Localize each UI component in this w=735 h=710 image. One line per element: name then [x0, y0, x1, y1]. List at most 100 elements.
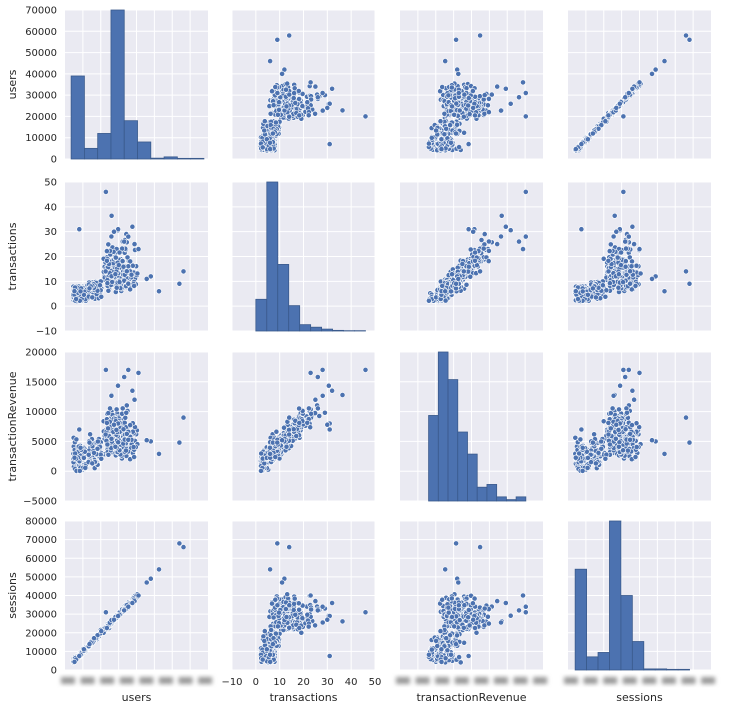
- scatter-point: [143, 579, 150, 586]
- scatter-point: [134, 270, 141, 277]
- scatter-point: [105, 425, 111, 432]
- scatter-point: [321, 409, 328, 416]
- scatter-point: [86, 439, 93, 446]
- scatter-point: [442, 58, 449, 64]
- scatter-point: [453, 130, 459, 137]
- scatter-point: [441, 131, 448, 138]
- scatter-point: [481, 92, 488, 98]
- scatter-point: [269, 130, 276, 137]
- scatter-point: [87, 431, 93, 438]
- scatter-point: [339, 392, 346, 398]
- scatter-point: [451, 111, 458, 118]
- scatter-point: [104, 248, 110, 254]
- scatter-point: [156, 566, 162, 573]
- scatter-point: [312, 396, 319, 403]
- scatter-point: [590, 285, 596, 292]
- scatter-point: [73, 296, 79, 302]
- scatter-point: [308, 410, 314, 417]
- scatter-point: [305, 623, 312, 630]
- scatter-point: [485, 96, 492, 102]
- scatter-point: [267, 444, 273, 451]
- scatter-point: [274, 111, 281, 118]
- scatter-point: [104, 280, 111, 287]
- scatter-point: [636, 79, 643, 86]
- scatter-point: [129, 600, 136, 606]
- scatter-point: [438, 146, 445, 152]
- scatter-point: [258, 450, 265, 457]
- scatter-point: [111, 228, 117, 235]
- scatter-point: [507, 100, 514, 107]
- scatter-point: [485, 109, 492, 115]
- scatter-point: [481, 231, 488, 237]
- scatter-point: [461, 91, 468, 98]
- panel-transactionRevenue-vs-sessions: [568, 351, 711, 502]
- scatter-point: [276, 107, 282, 113]
- scatter-point: [622, 426, 629, 433]
- panel-users-vs-users: [65, 9, 208, 160]
- scatter-point: [267, 58, 273, 64]
- scatter-point: [305, 405, 312, 412]
- scatter-point: [629, 223, 636, 230]
- scatter-point: [615, 284, 622, 291]
- scatter-point: [637, 270, 644, 277]
- histogram-bar: [457, 431, 468, 502]
- scatter-point: [176, 540, 183, 547]
- scatter-point: [498, 233, 504, 240]
- scatter-point: [95, 438, 101, 445]
- scatter-point: [129, 223, 136, 230]
- scatter-point: [180, 414, 187, 421]
- histogram-bar: [428, 415, 439, 502]
- scatter-point: [77, 288, 84, 295]
- scatter-point: [625, 233, 632, 240]
- scatter-point: [89, 460, 96, 467]
- scatter-point: [455, 71, 462, 77]
- scatter-point: [448, 288, 454, 295]
- scatter-point: [620, 279, 626, 285]
- scatter-point: [85, 451, 92, 458]
- scatter-point: [520, 246, 526, 252]
- scatter-point: [104, 257, 110, 264]
- histogram-bar: [150, 157, 165, 160]
- scatter-point: [649, 437, 655, 444]
- scatter-point: [632, 454, 639, 460]
- scatter-point: [298, 629, 305, 636]
- scatter-point: [125, 436, 132, 443]
- scatter-point: [439, 282, 446, 289]
- scatter-point: [625, 366, 632, 373]
- scatter-point: [442, 297, 449, 304]
- scatter-point: [516, 238, 522, 245]
- scatter-point: [595, 449, 602, 456]
- scatter-point: [71, 659, 78, 665]
- scatter-point: [292, 611, 299, 618]
- scatter-point: [135, 369, 142, 376]
- scatter-point: [103, 366, 109, 373]
- scatter-point: [661, 288, 668, 295]
- scatter-point: [295, 88, 302, 94]
- scatter-point: [274, 439, 281, 446]
- scatter-point: [103, 188, 109, 195]
- scatter-point: [127, 422, 134, 428]
- scatter-point: [629, 85, 636, 92]
- scatter-point: [585, 291, 591, 298]
- scatter-point: [620, 447, 626, 454]
- scatter-point: [485, 247, 492, 254]
- scatter-point: [455, 275, 462, 282]
- scatter-point: [616, 443, 622, 450]
- histogram-bar: [505, 499, 517, 502]
- scatter-point: [86, 285, 93, 292]
- scatter-point: [112, 254, 119, 261]
- scatter-point: [628, 263, 635, 270]
- scatter-point: [296, 419, 303, 426]
- scatter-point: [442, 288, 449, 295]
- scatter-point: [613, 105, 620, 111]
- scatter-point: [579, 288, 586, 295]
- panel-sessions-vs-transactions: [231, 520, 376, 671]
- scatter-point: [443, 125, 450, 132]
- histogram-bar: [137, 141, 152, 160]
- scatter-point: [590, 130, 596, 137]
- scatter-point: [307, 79, 314, 86]
- scatter-point: [456, 107, 463, 114]
- scatter-point: [507, 227, 514, 234]
- scatter-point: [112, 271, 119, 278]
- scatter-point: [291, 595, 298, 602]
